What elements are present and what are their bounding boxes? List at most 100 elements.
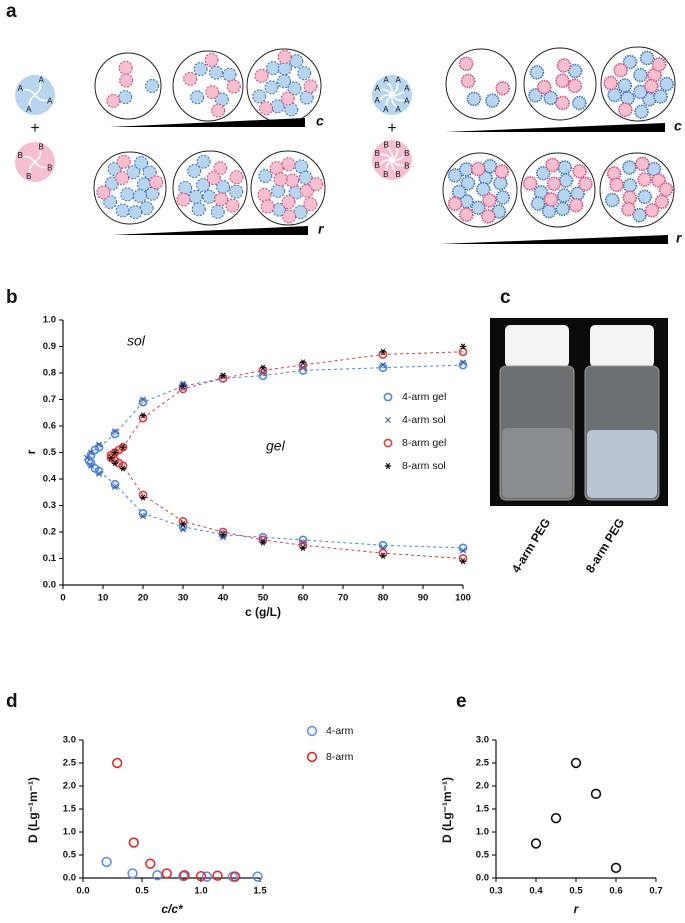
particle [213,161,228,176]
particle [654,194,670,210]
particle [659,76,674,92]
vial-liquid [587,430,657,498]
data-point [179,870,190,881]
y-tick-label: 1.0 [43,315,56,326]
macromer-arm [391,94,405,102]
data-point [259,539,267,546]
macromer-arm [34,149,42,163]
particle [647,67,662,83]
arm-end: A [26,105,32,114]
particle [293,205,308,220]
photo-label: 8-arm PEG [583,516,627,575]
y-tick-label: 3.0 [63,735,76,746]
arm-end: A [404,96,410,105]
particle [491,204,507,219]
vial-liquid [502,428,572,498]
particle [133,155,149,170]
macromer-arm [391,89,405,96]
data-point [378,363,388,373]
macromer-arm [386,82,393,96]
x-tick-label: 80 [378,593,389,604]
particle [458,56,474,72]
particle [609,177,624,193]
particle [115,203,130,218]
particle [558,173,574,188]
data-point [530,838,542,849]
arm-end: B [375,149,380,158]
particle [273,172,288,187]
data-point [380,362,386,369]
particle [529,65,545,80]
particle [107,161,122,177]
particle [567,78,583,94]
y-tick-label: 1.0 [476,827,489,838]
fit-line [110,351,464,559]
x-axis-label: r [574,902,580,916]
y-tick-label: 1.0 [63,827,76,838]
particle [603,75,618,91]
data-point [84,454,90,461]
particle [269,161,284,176]
data-point [138,509,148,518]
y-tick-label: 0.1 [43,553,57,564]
particle [118,60,133,75]
x-tick-label: 90 [418,593,429,604]
particle [543,192,559,207]
y-tick-label: 2.5 [476,758,490,769]
particle [555,95,570,111]
particle [568,197,584,213]
data-point [590,788,602,800]
data-point [140,396,146,403]
particle [644,203,660,218]
data-point [140,513,146,520]
x-tick-label: 30 [178,593,189,604]
arm-end: B [383,140,388,149]
data-point [88,462,94,469]
particle [142,165,157,180]
data-point [138,397,148,407]
particle [281,195,296,210]
particle [528,88,543,103]
particle [104,176,119,191]
particle [210,204,225,219]
particle [653,89,668,104]
particle [193,62,208,77]
particle [258,101,274,116]
data-point [212,870,223,881]
arm-end: A [375,96,381,105]
y-tick-label: 0.3 [43,500,56,511]
gradient-label: c [316,113,324,129]
macromer-arm [22,88,36,96]
data-point [101,856,112,868]
legend-marker [306,751,318,763]
data-point [379,552,387,559]
data-point [259,364,267,371]
particle [460,73,476,89]
particle [196,177,211,193]
data-point [459,343,467,350]
x-tick-label: 10 [98,593,109,604]
particle [277,61,292,76]
arm-end: A [396,75,402,84]
particle [607,87,622,103]
particle [149,175,164,190]
y-tick-label: 0.5 [63,850,77,861]
y-tick-label: 3.0 [476,735,489,746]
particle [621,201,636,217]
particle [196,154,211,169]
data-point [88,449,94,456]
data-point [298,365,308,375]
particle [258,169,273,184]
particle [225,198,240,213]
macromer-arm [385,94,393,108]
arm-end: B [383,170,388,179]
legend-label: 4-arm sol [402,414,446,426]
particle [281,157,296,172]
particle [459,194,474,209]
data-point [258,532,268,542]
particle [495,80,511,96]
data-point [119,465,127,472]
particle [447,168,463,183]
y-tick-label: 0.4 [43,474,57,485]
arm-end: A [383,105,389,114]
